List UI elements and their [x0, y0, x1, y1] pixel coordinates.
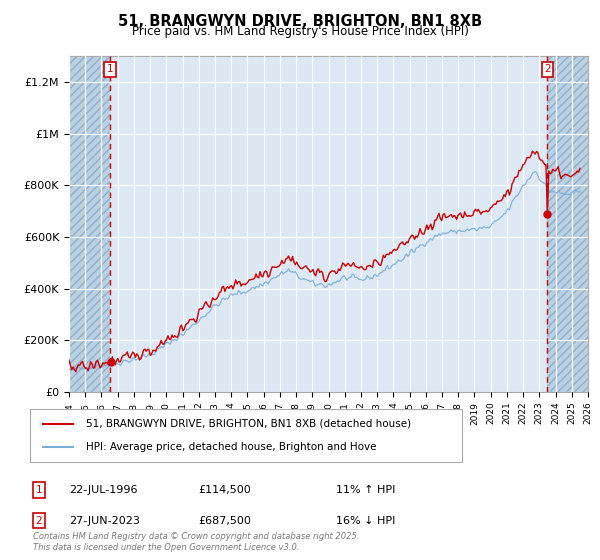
- Bar: [69, 56, 110, 392]
- Text: 27-JUN-2023: 27-JUN-2023: [69, 516, 140, 526]
- Text: 16% ↓ HPI: 16% ↓ HPI: [336, 516, 395, 526]
- Text: 51, BRANGWYN DRIVE, BRIGHTON, BN1 8XB (detached house): 51, BRANGWYN DRIVE, BRIGHTON, BN1 8XB (d…: [86, 419, 411, 429]
- Text: Price paid vs. HM Land Registry's House Price Index (HPI): Price paid vs. HM Land Registry's House …: [131, 25, 469, 38]
- FancyBboxPatch shape: [30, 409, 462, 462]
- Text: 1: 1: [35, 485, 43, 495]
- Text: 1: 1: [107, 64, 113, 74]
- Bar: [547, 56, 588, 392]
- Text: 51, BRANGWYN DRIVE, BRIGHTON, BN1 8XB: 51, BRANGWYN DRIVE, BRIGHTON, BN1 8XB: [118, 14, 482, 29]
- Text: £687,500: £687,500: [198, 516, 251, 526]
- Text: HPI: Average price, detached house, Brighton and Hove: HPI: Average price, detached house, Brig…: [86, 442, 377, 452]
- Text: 11% ↑ HPI: 11% ↑ HPI: [336, 485, 395, 495]
- Text: Contains HM Land Registry data © Crown copyright and database right 2025.
This d: Contains HM Land Registry data © Crown c…: [33, 532, 359, 552]
- Text: 2: 2: [35, 516, 43, 526]
- Text: 22-JUL-1996: 22-JUL-1996: [69, 485, 137, 495]
- Text: £114,500: £114,500: [198, 485, 251, 495]
- Text: 2: 2: [544, 64, 551, 74]
